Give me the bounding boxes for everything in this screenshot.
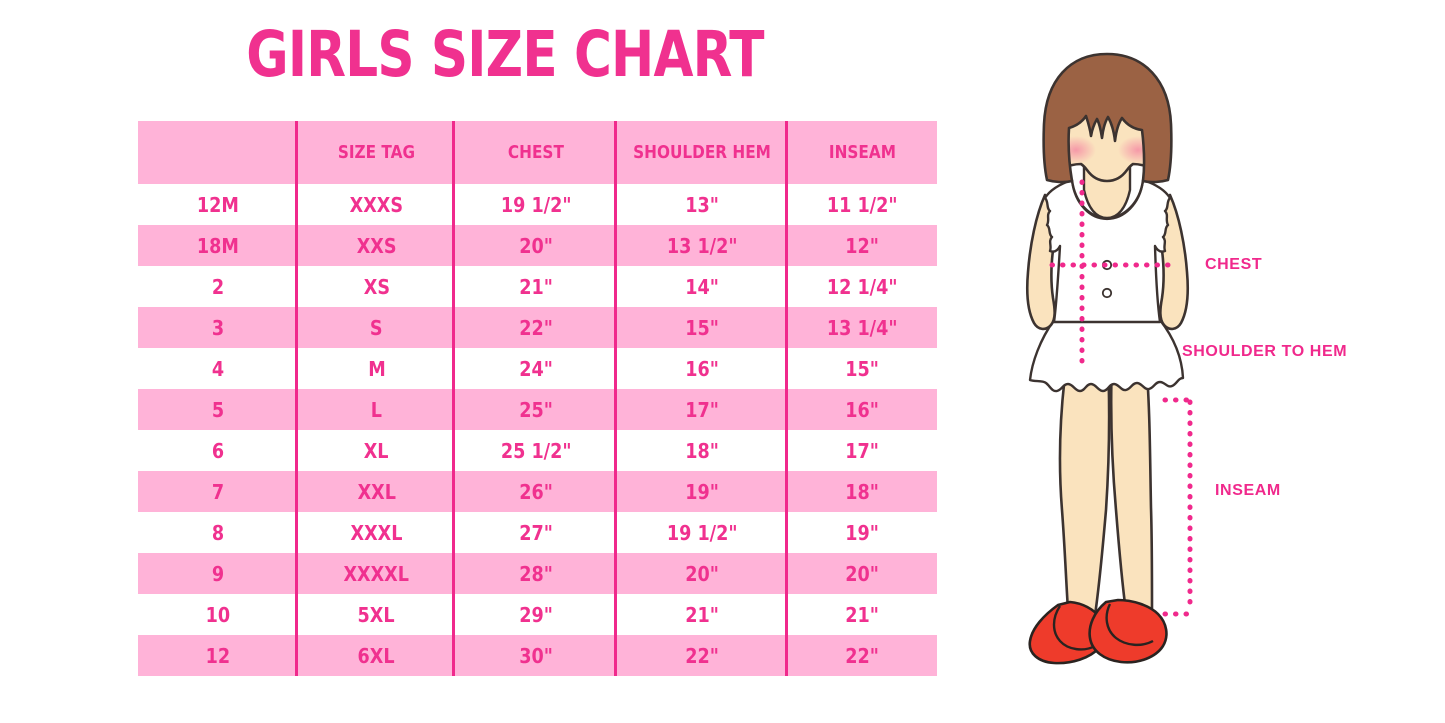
cell-size-tag: XXS <box>298 225 455 266</box>
cell-shoulder-hem: 14" <box>617 266 788 307</box>
table-row: 12M XXXS 19 1/2" 13" 11 1/2" <box>138 184 937 225</box>
column-header-shoulder-hem: SHOULDER HEM <box>617 121 788 184</box>
column-header-inseam: INSEAM <box>788 121 937 184</box>
cell-size-tag: 6XL <box>298 635 455 676</box>
cell-shoulder-hem: 13 1/2" <box>617 225 788 266</box>
cell-size: 12M <box>138 184 298 225</box>
cell-size-tag: XS <box>298 266 455 307</box>
chest-measure-label: CHEST <box>1205 256 1263 273</box>
cell-size-tag: XXXL <box>298 512 455 553</box>
table-row: 10 5XL 29" 21" 21" <box>138 594 937 635</box>
cell-size: 9 <box>138 553 298 594</box>
cell-size: 10 <box>138 594 298 635</box>
table-row: 8 XXXL 27" 19 1/2" 19" <box>138 512 937 553</box>
cell-size: 4 <box>138 348 298 389</box>
shoes-icon <box>1028 598 1168 665</box>
cell-size-tag: M <box>298 348 455 389</box>
cell-size-tag: XL <box>298 430 455 471</box>
cell-shoulder-hem: 18" <box>617 430 788 471</box>
cell-size: 6 <box>138 430 298 471</box>
top-garment-icon <box>1043 178 1172 324</box>
table-header-row: SIZE TAG CHEST SHOULDER HEM INSEAM <box>138 121 937 184</box>
table-header: SIZE TAG CHEST SHOULDER HEM INSEAM <box>138 121 937 184</box>
cell-inseam: 13 1/4" <box>788 307 937 348</box>
cell-shoulder-hem: 22" <box>617 635 788 676</box>
cell-size: 3 <box>138 307 298 348</box>
cell-shoulder-hem: 17" <box>617 389 788 430</box>
cell-inseam: 15" <box>788 348 937 389</box>
column-header-chest: CHEST <box>455 121 617 184</box>
table-row: 7 XXL 26" 19" 18" <box>138 471 937 512</box>
cell-chest: 26" <box>455 471 617 512</box>
cell-inseam: 19" <box>788 512 937 553</box>
cell-size-tag: S <box>298 307 455 348</box>
cell-shoulder-hem: 20" <box>617 553 788 594</box>
cell-chest: 27" <box>455 512 617 553</box>
cell-inseam: 11 1/2" <box>788 184 937 225</box>
column-header-size <box>138 121 298 184</box>
cell-size-tag: XXXS <box>298 184 455 225</box>
table-row: 2 XS 21" 14" 12 1/4" <box>138 266 937 307</box>
size-chart-table: SIZE TAG CHEST SHOULDER HEM INSEAM 12M XX… <box>138 121 937 676</box>
cell-inseam: 12 1/4" <box>788 266 937 307</box>
cell-shoulder-hem: 15" <box>617 307 788 348</box>
table-body: 12M XXXS 19 1/2" 13" 11 1/2" 18M XXS 20" 13 1/2"… <box>138 184 937 676</box>
cell-chest: 22" <box>455 307 617 348</box>
girl-figure-icon <box>1000 40 1230 700</box>
table-row: 9 XXXXL 28" 20" 20" <box>138 553 937 594</box>
table-row: 5 L 25" 17" 16" <box>138 389 937 430</box>
cell-chest: 28" <box>455 553 617 594</box>
cell-inseam: 17" <box>788 430 937 471</box>
cell-shoulder-hem: 19" <box>617 471 788 512</box>
cell-chest: 25 1/2" <box>455 430 617 471</box>
cell-size: 18M <box>138 225 298 266</box>
skirt-icon <box>1028 318 1185 393</box>
cell-shoulder-hem: 13" <box>617 184 788 225</box>
cell-size-tag: XXXXL <box>298 553 455 594</box>
inseam-measure-bracket-icon <box>1162 397 1196 617</box>
cell-chest: 20" <box>455 225 617 266</box>
cell-inseam: 20" <box>788 553 937 594</box>
table-row: 6 XL 25 1/2" 18" 17" <box>138 430 937 471</box>
table-row: 3 S 22" 15" 13 1/4" <box>138 307 937 348</box>
shoulder-to-hem-measure-label: SHOULDER TO HEM <box>1182 343 1348 360</box>
cell-chest: 19 1/2" <box>455 184 617 225</box>
hair-icon <box>1042 52 1173 184</box>
cell-shoulder-hem: 16" <box>617 348 788 389</box>
column-header-size-tag: SIZE TAG <box>298 121 455 184</box>
cell-size: 8 <box>138 512 298 553</box>
table-row: 4 M 24" 16" 15" <box>138 348 937 389</box>
cell-size: 7 <box>138 471 298 512</box>
cell-inseam: 18" <box>788 471 937 512</box>
cell-size-tag: 5XL <box>298 594 455 635</box>
inseam-measure-label: INSEAM <box>1215 482 1281 499</box>
cell-size: 2 <box>138 266 298 307</box>
page-title: GIRLS SIZE CHART <box>246 18 764 91</box>
cell-inseam: 12" <box>788 225 937 266</box>
cell-chest: 29" <box>455 594 617 635</box>
cell-chest: 21" <box>455 266 617 307</box>
cell-size-tag: L <box>298 389 455 430</box>
cell-chest: 30" <box>455 635 617 676</box>
cell-chest: 25" <box>455 389 617 430</box>
table-row: 12 6XL 30" 22" 22" <box>138 635 937 676</box>
cell-shoulder-hem: 21" <box>617 594 788 635</box>
cell-inseam: 22" <box>788 635 937 676</box>
cell-shoulder-hem: 19 1/2" <box>617 512 788 553</box>
table-row: 18M XXS 20" 13 1/2" 12" <box>138 225 937 266</box>
cell-size: 12 <box>138 635 298 676</box>
legs-icon <box>1058 358 1154 636</box>
cell-size-tag: XXL <box>298 471 455 512</box>
cell-chest: 24" <box>455 348 617 389</box>
cell-inseam: 16" <box>788 389 937 430</box>
cell-inseam: 21" <box>788 594 937 635</box>
cell-size: 5 <box>138 389 298 430</box>
